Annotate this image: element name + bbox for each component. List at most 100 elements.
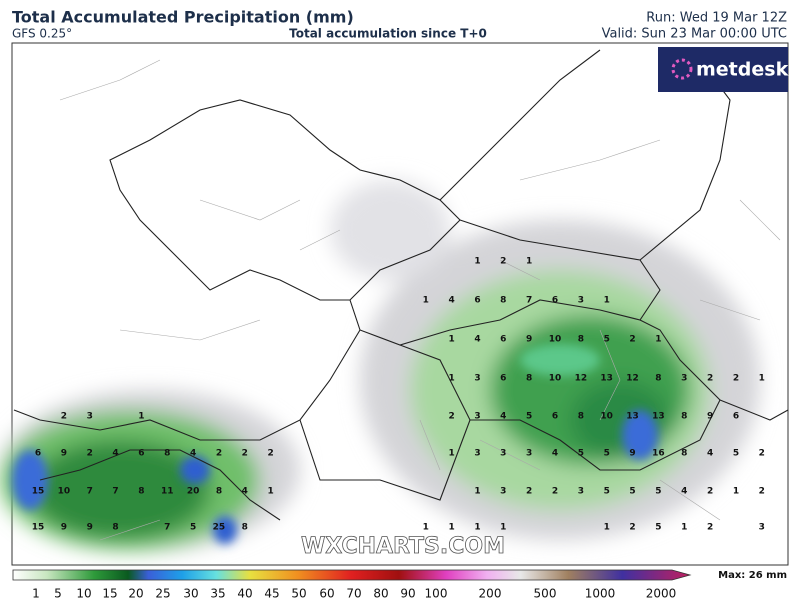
colorbar xyxy=(12,569,692,581)
grid-value: 5 xyxy=(655,487,661,497)
grid-value: 9 xyxy=(61,523,67,533)
grid-value: 10 xyxy=(549,335,562,345)
grid-value: 15 xyxy=(32,523,45,533)
logo-box xyxy=(658,47,788,92)
colorbar-label: 2000 xyxy=(646,587,677,601)
grid-value: 16 xyxy=(652,449,665,459)
grid-value: 4 xyxy=(500,412,506,422)
grid-value: 2 xyxy=(216,449,222,459)
grid-value: 5 xyxy=(190,523,196,533)
grid-value: 3 xyxy=(474,374,480,384)
grid-value: 15 xyxy=(32,487,45,497)
grid-value: 1 xyxy=(733,487,739,497)
grid-value: 5 xyxy=(604,335,610,345)
logo: metdesk xyxy=(658,47,789,92)
grid-value: 9 xyxy=(629,449,635,459)
colorbar-label: 1 xyxy=(32,587,40,601)
grid-value: 1 xyxy=(474,487,480,497)
map: 1 2 11 4 6 8 7 6 3 11 4 6 9 10 8 5 2 11 3 6 8 10 12 13 12 8 3 2 2 12 3… xyxy=(0,42,789,566)
colorbar-label: 15 xyxy=(102,587,117,601)
grid-value: 6 xyxy=(474,296,480,306)
grid-value: 13 xyxy=(600,374,613,384)
run-time: Run: Wed 19 Mar 12Z xyxy=(646,11,787,26)
grid-value: 3 xyxy=(87,412,93,422)
colorbar-label: 60 xyxy=(319,587,334,601)
grid-value: 6 xyxy=(35,449,41,459)
grid-value: 4 xyxy=(448,296,454,306)
grid-value: 6 xyxy=(552,412,558,422)
grid-value: 4 xyxy=(242,487,248,497)
grid-value: 4 xyxy=(112,449,118,459)
grid-value: 8 xyxy=(500,296,506,306)
grid-value: 8 xyxy=(242,523,248,533)
grid-value: 1 xyxy=(448,449,454,459)
max-label: Max: 26 mm xyxy=(718,570,787,581)
grid-value: 7 xyxy=(526,296,532,306)
grid-value: 3 xyxy=(474,412,480,422)
grid-value: 1 xyxy=(681,523,687,533)
grid-value: 8 xyxy=(138,487,144,497)
grid-value: 5 xyxy=(733,449,739,459)
grid-value: 1 xyxy=(474,257,480,267)
borders xyxy=(13,49,789,541)
grid-value: 3 xyxy=(500,487,506,497)
grid-value: 10 xyxy=(600,412,613,422)
grid-value: 2 xyxy=(629,523,635,533)
colorbar-label: 70 xyxy=(346,587,361,601)
grid-value: 8 xyxy=(681,449,687,459)
grid-value: 1 xyxy=(759,374,765,384)
grid-value: 11 xyxy=(161,487,174,497)
grid-value: 2 xyxy=(707,487,713,497)
watermark: WXCHARTS.COM xyxy=(301,534,505,559)
grid-value: 3 xyxy=(474,449,480,459)
grid-value: 2 xyxy=(733,374,739,384)
grid-value: 3 xyxy=(500,449,506,459)
title: Total Accumulated Precipitation (mm) xyxy=(12,8,354,27)
grid-value: 6 xyxy=(552,296,558,306)
grid-value: 8 xyxy=(578,412,584,422)
grid-value: 2 xyxy=(707,374,713,384)
grid-value: 1 xyxy=(448,335,454,345)
grid-value: 2 xyxy=(759,449,765,459)
grid-value: 1 xyxy=(423,523,429,533)
colorbar-label: 10 xyxy=(76,587,91,601)
colorbar-label: 100 xyxy=(425,587,448,601)
colorbar-label: 25 xyxy=(155,587,170,601)
grid-value: 9 xyxy=(526,335,532,345)
grid-value: 1 xyxy=(604,523,610,533)
colorbar-label: 50 xyxy=(291,587,306,601)
grid-value: 20 xyxy=(187,487,200,497)
grid-value: 3 xyxy=(578,296,584,306)
grid-value: 5 xyxy=(604,487,610,497)
grid-value: 25 xyxy=(213,523,226,533)
grid-value: 9 xyxy=(61,449,67,459)
colorbar-label: 90 xyxy=(400,587,415,601)
grid-value: 8 xyxy=(164,449,170,459)
grid-value: 8 xyxy=(655,374,661,384)
model: GFS 0.25° xyxy=(12,27,72,41)
colorbar-label: 200 xyxy=(479,587,502,601)
colorbar-label: 45 xyxy=(264,587,279,601)
grid-value: 2 xyxy=(526,487,532,497)
subtitle: Total accumulation since T+0 xyxy=(289,27,487,41)
grid-value: 2 xyxy=(448,412,454,422)
grid-value: 2 xyxy=(61,412,67,422)
grid-value: 8 xyxy=(578,335,584,345)
grid-value: 1 xyxy=(268,487,274,497)
grid-value: 2 xyxy=(500,257,506,267)
grid-value: 6 xyxy=(138,449,144,459)
grid-value: 3 xyxy=(681,374,687,384)
grid-value: 4 xyxy=(474,335,480,345)
grid-value: 8 xyxy=(216,487,222,497)
grid-value: 6 xyxy=(733,412,739,422)
colorbar-label: 80 xyxy=(373,587,388,601)
grid-value: 2 xyxy=(707,523,713,533)
grid-value: 9 xyxy=(707,412,713,422)
grid-value: 9 xyxy=(87,523,93,533)
grid-value: 5 xyxy=(526,412,532,422)
logo-text: metdesk xyxy=(696,59,789,81)
grid-value: 2 xyxy=(87,449,93,459)
grid-value: 2 xyxy=(268,449,274,459)
grid-value: 4 xyxy=(707,449,713,459)
